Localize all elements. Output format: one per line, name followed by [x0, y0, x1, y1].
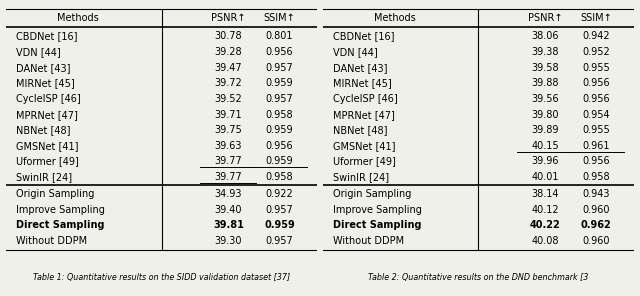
- Text: SSIM↑: SSIM↑: [580, 13, 612, 23]
- Text: 0.959: 0.959: [266, 78, 293, 88]
- Text: Direct Sampling: Direct Sampling: [333, 221, 421, 230]
- Text: 0.958: 0.958: [266, 110, 293, 120]
- Text: 0.955: 0.955: [582, 125, 610, 135]
- Text: 39.58: 39.58: [531, 63, 559, 73]
- Text: Origin Sampling: Origin Sampling: [333, 189, 411, 199]
- Text: 39.77: 39.77: [214, 172, 242, 182]
- Text: 0.955: 0.955: [582, 63, 610, 73]
- Text: 0.956: 0.956: [266, 141, 293, 151]
- Text: 39.47: 39.47: [214, 63, 242, 73]
- Text: 0.957: 0.957: [266, 94, 293, 104]
- Text: 0.954: 0.954: [582, 110, 610, 120]
- Text: Direct Sampling: Direct Sampling: [16, 221, 104, 230]
- Text: 40.01: 40.01: [531, 172, 559, 182]
- Text: 0.960: 0.960: [582, 205, 610, 215]
- Text: 0.959: 0.959: [264, 221, 295, 230]
- Text: VDN [44]: VDN [44]: [333, 47, 377, 57]
- Text: SwinIR [24]: SwinIR [24]: [333, 172, 388, 182]
- Text: Uformer [49]: Uformer [49]: [16, 157, 79, 166]
- Text: 39.30: 39.30: [214, 236, 242, 246]
- Text: 0.956: 0.956: [582, 94, 610, 104]
- Text: Without DDPM: Without DDPM: [333, 236, 404, 246]
- Text: Origin Sampling: Origin Sampling: [16, 189, 94, 199]
- Text: 39.52: 39.52: [214, 94, 242, 104]
- Text: 39.77: 39.77: [214, 157, 242, 166]
- Text: PSNR↑: PSNR↑: [211, 13, 246, 23]
- Text: 40.12: 40.12: [531, 205, 559, 215]
- Text: GMSNet [41]: GMSNet [41]: [333, 141, 395, 151]
- Text: 0.961: 0.961: [582, 141, 610, 151]
- Text: 39.71: 39.71: [214, 110, 242, 120]
- Text: 0.957: 0.957: [266, 205, 293, 215]
- Text: 38.14: 38.14: [531, 189, 559, 199]
- Text: SwinIR [24]: SwinIR [24]: [16, 172, 72, 182]
- Text: 39.56: 39.56: [531, 94, 559, 104]
- Text: Improve Sampling: Improve Sampling: [333, 205, 421, 215]
- Text: MIRNet [45]: MIRNet [45]: [16, 78, 74, 88]
- Text: Methods: Methods: [57, 13, 99, 23]
- Text: 0.958: 0.958: [266, 172, 293, 182]
- Text: 39.81: 39.81: [213, 221, 244, 230]
- Text: 39.40: 39.40: [214, 205, 242, 215]
- Text: 34.93: 34.93: [214, 189, 242, 199]
- Text: PSNR↑: PSNR↑: [528, 13, 563, 23]
- Text: Table 1: Quantitative results on the SIDD validation dataset [37]: Table 1: Quantitative results on the SID…: [33, 273, 290, 282]
- Text: 0.801: 0.801: [266, 31, 293, 41]
- Text: MPRNet [47]: MPRNet [47]: [333, 110, 394, 120]
- Text: CBDNet [16]: CBDNet [16]: [16, 31, 77, 41]
- Text: 38.06: 38.06: [531, 31, 559, 41]
- Text: 0.958: 0.958: [582, 172, 610, 182]
- Text: CycleISP [46]: CycleISP [46]: [16, 94, 81, 104]
- Text: Uformer [49]: Uformer [49]: [333, 157, 396, 166]
- Text: 0.943: 0.943: [582, 189, 610, 199]
- Text: CBDNet [16]: CBDNet [16]: [333, 31, 394, 41]
- Text: 39.38: 39.38: [531, 47, 559, 57]
- Text: 39.88: 39.88: [531, 78, 559, 88]
- Text: 0.959: 0.959: [266, 125, 293, 135]
- Text: 0.956: 0.956: [582, 78, 610, 88]
- Text: MIRNet [45]: MIRNet [45]: [333, 78, 391, 88]
- Text: DANet [43]: DANet [43]: [333, 63, 387, 73]
- Text: 40.15: 40.15: [531, 141, 559, 151]
- Text: Methods: Methods: [374, 13, 415, 23]
- Text: 39.80: 39.80: [531, 110, 559, 120]
- Text: 0.957: 0.957: [266, 236, 293, 246]
- Text: 0.956: 0.956: [266, 47, 293, 57]
- Text: Table 2: Quantitative results on the DND benchmark [3: Table 2: Quantitative results on the DND…: [368, 273, 589, 282]
- Text: 39.63: 39.63: [214, 141, 242, 151]
- Text: 39.75: 39.75: [214, 125, 242, 135]
- Text: 39.89: 39.89: [531, 125, 559, 135]
- Text: VDN [44]: VDN [44]: [16, 47, 60, 57]
- Text: NBNet [48]: NBNet [48]: [333, 125, 387, 135]
- Text: 0.959: 0.959: [266, 157, 293, 166]
- Text: 0.956: 0.956: [582, 157, 610, 166]
- Text: Without DDPM: Without DDPM: [16, 236, 87, 246]
- Text: MPRNet [47]: MPRNet [47]: [16, 110, 77, 120]
- Text: 0.942: 0.942: [582, 31, 610, 41]
- Text: DANet [43]: DANet [43]: [16, 63, 70, 73]
- Text: 30.78: 30.78: [214, 31, 242, 41]
- Text: 0.962: 0.962: [581, 221, 612, 230]
- Text: 39.72: 39.72: [214, 78, 242, 88]
- Text: SSIM↑: SSIM↑: [264, 13, 296, 23]
- Text: NBNet [48]: NBNet [48]: [16, 125, 70, 135]
- Text: 40.22: 40.22: [530, 221, 561, 230]
- Text: Improve Sampling: Improve Sampling: [16, 205, 104, 215]
- Text: 39.28: 39.28: [214, 47, 242, 57]
- Text: 0.952: 0.952: [582, 47, 610, 57]
- Text: 0.960: 0.960: [582, 236, 610, 246]
- Text: GMSNet [41]: GMSNet [41]: [16, 141, 78, 151]
- Text: 40.08: 40.08: [531, 236, 559, 246]
- Text: 0.957: 0.957: [266, 63, 293, 73]
- Text: 0.922: 0.922: [266, 189, 293, 199]
- Text: CycleISP [46]: CycleISP [46]: [333, 94, 397, 104]
- Text: 39.96: 39.96: [531, 157, 559, 166]
